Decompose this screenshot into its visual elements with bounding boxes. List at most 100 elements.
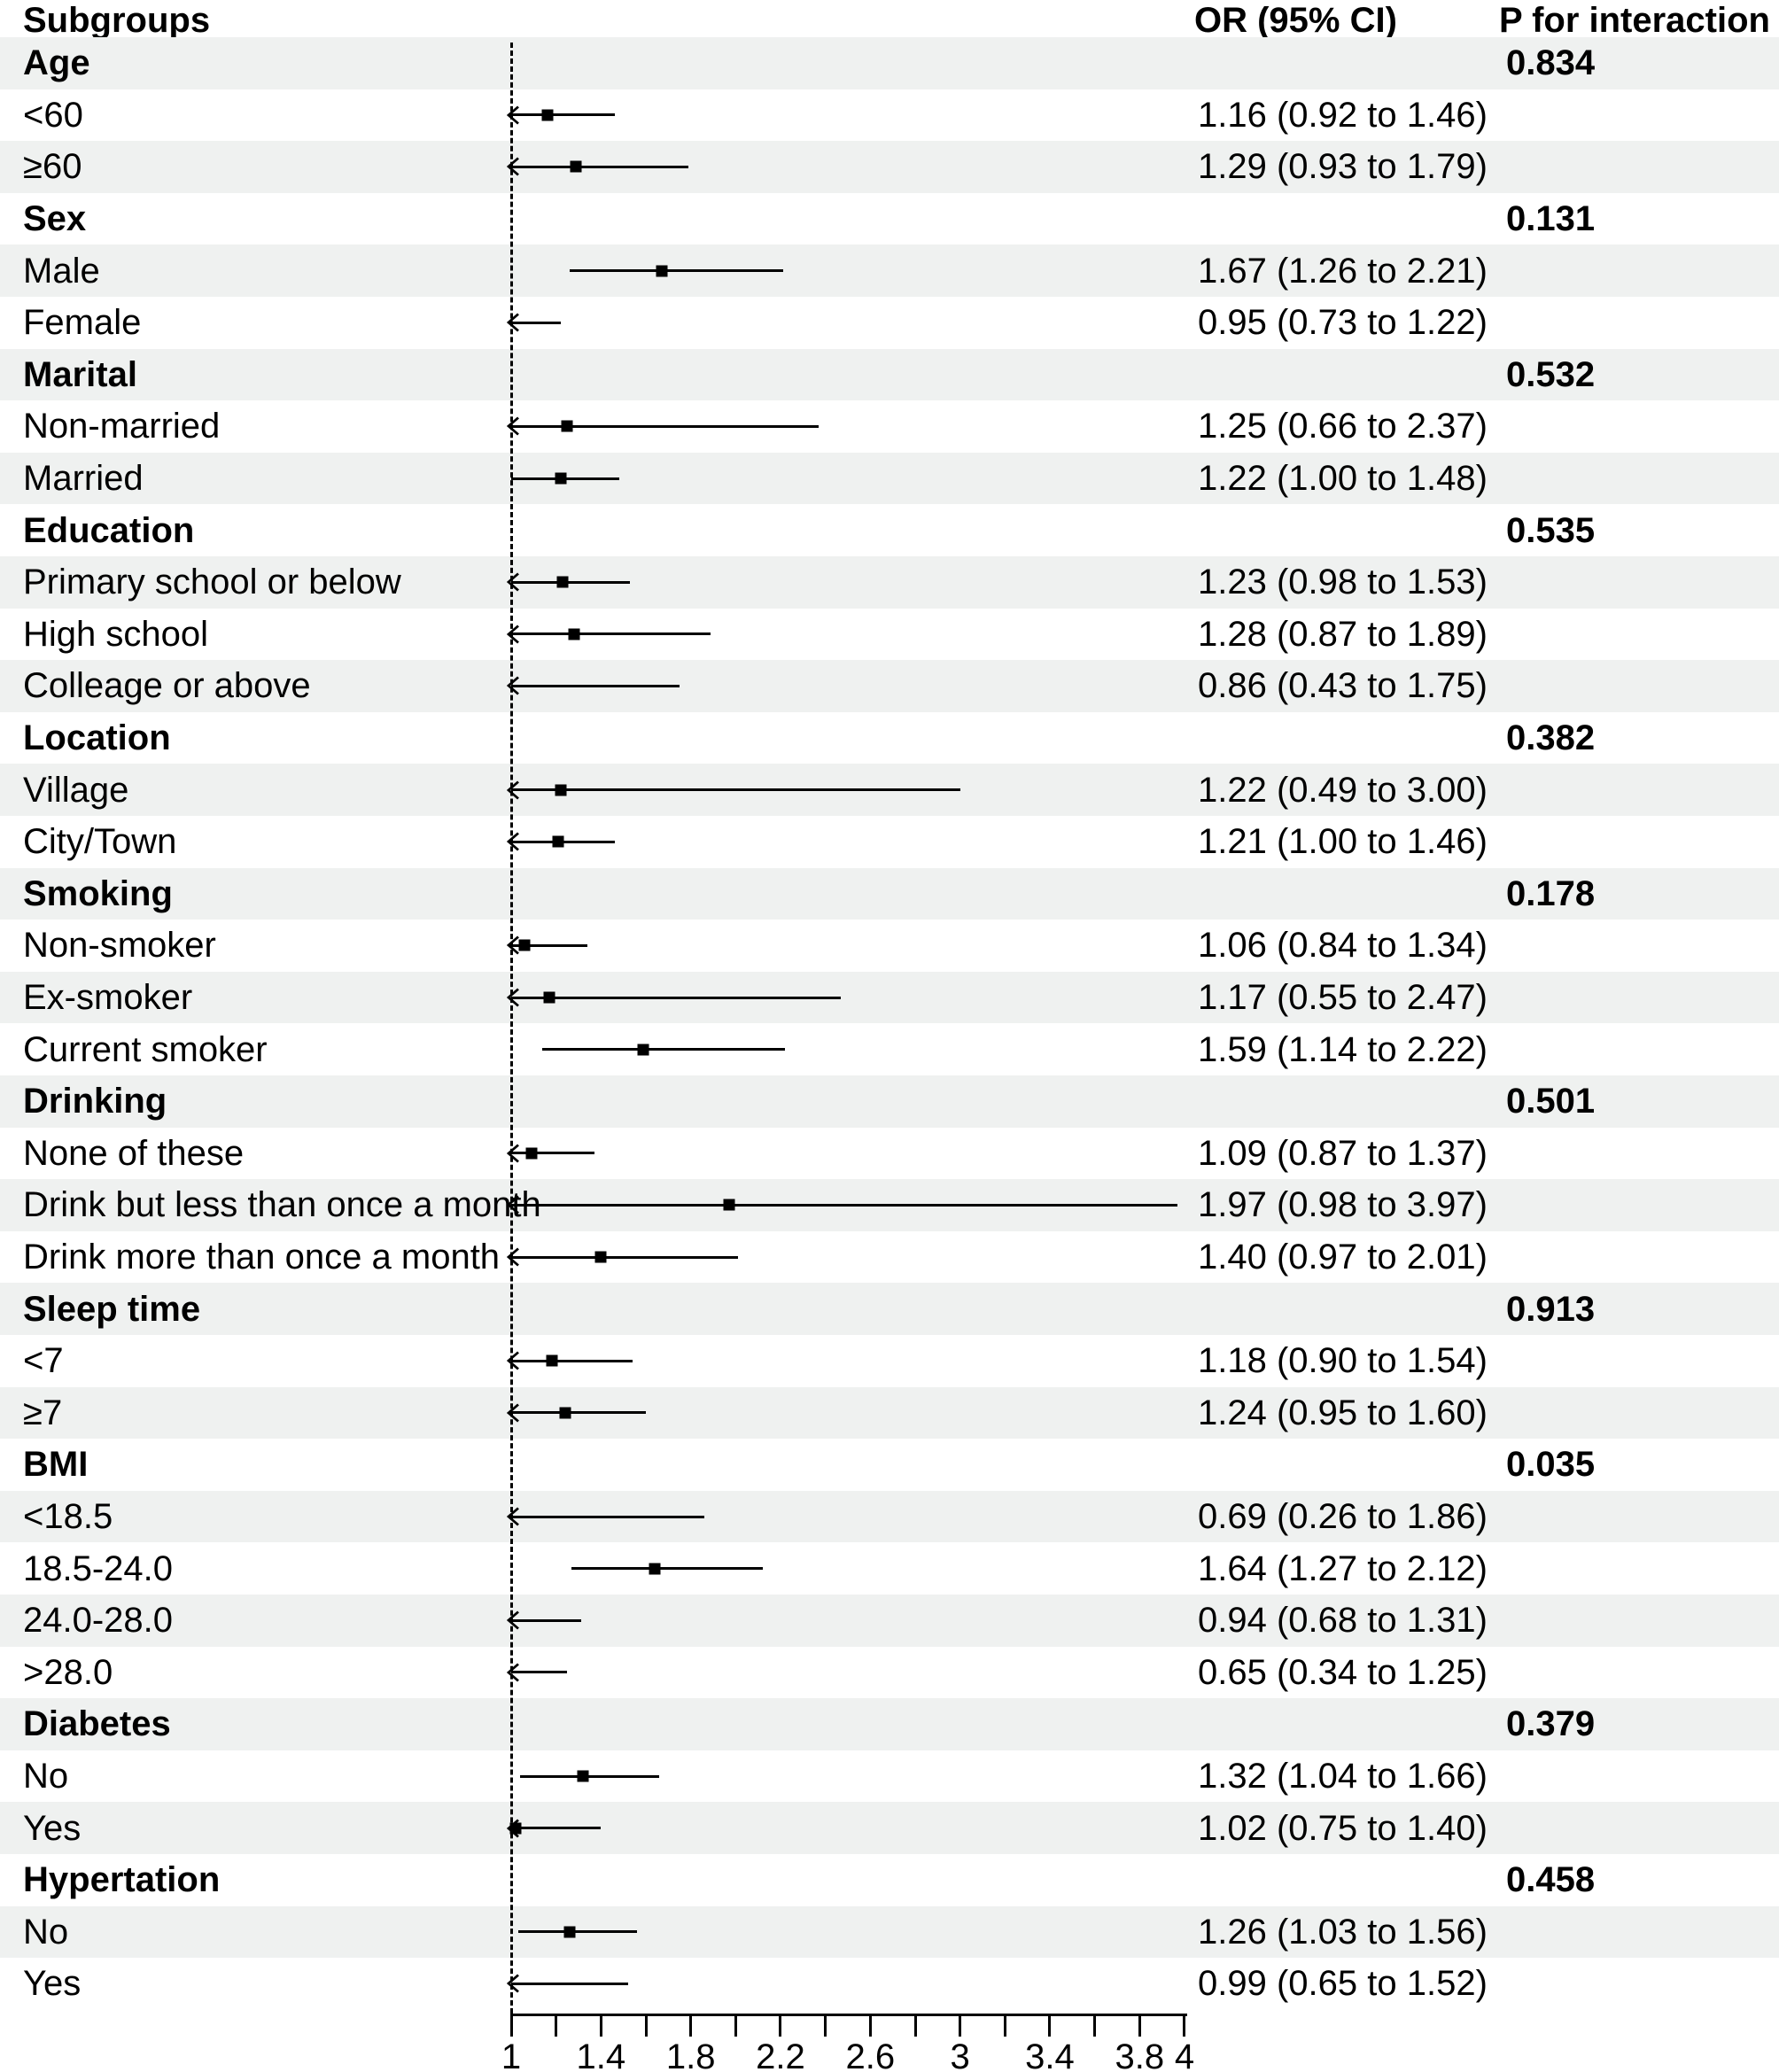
table-row: Age 0.834 bbox=[0, 37, 1779, 89]
table-row: Diabetes 0.379 bbox=[0, 1698, 1779, 1750]
or-marker bbox=[525, 1147, 538, 1160]
clip-arrow-icon bbox=[507, 1974, 519, 1994]
x-axis-tick-label: 1.8 bbox=[665, 2037, 716, 2072]
or-ci-value: 1.23 (0.98 to 1.53) bbox=[1198, 563, 1488, 602]
x-axis-tick bbox=[644, 2014, 648, 2037]
clip-arrow-icon bbox=[507, 676, 519, 696]
subgroup-label: Colleage or above bbox=[23, 666, 311, 706]
subgroup-label: Female bbox=[23, 303, 142, 343]
table-row: Drink but less than once a month 1.97 (0.… bbox=[0, 1179, 1779, 1231]
group-label: Hypertation bbox=[23, 1860, 221, 1900]
or-marker bbox=[577, 1770, 589, 1782]
x-axis-tick bbox=[913, 2014, 917, 2037]
table-row: 18.5-24.0 1.64 (1.27 to 2.12) bbox=[0, 1542, 1779, 1595]
group-label: Sex bbox=[23, 199, 87, 239]
or-marker bbox=[563, 1926, 576, 1938]
or-ci-value: 1.24 (0.95 to 1.60) bbox=[1198, 1393, 1488, 1432]
x-axis-tick-label: 2.2 bbox=[756, 2037, 805, 2072]
table-row: <60 1.16 (0.92 to 1.46) bbox=[0, 89, 1779, 142]
or-ci-value: 1.17 (0.55 to 2.47) bbox=[1198, 978, 1488, 1018]
or-ci-value: 0.69 (0.26 to 1.86) bbox=[1198, 1497, 1488, 1537]
or-marker bbox=[723, 1199, 735, 1211]
or-ci-value: 1.97 (0.98 to 3.97) bbox=[1198, 1185, 1488, 1225]
table-row: ≥60 1.29 (0.93 to 1.79) bbox=[0, 141, 1779, 193]
ci-line bbox=[520, 1774, 660, 1778]
x-axis-tick bbox=[1093, 2014, 1097, 2037]
table-row: >28.0 0.65 (0.34 to 1.25) bbox=[0, 1647, 1779, 1699]
x-axis-tick-label: 3.4 bbox=[1025, 2037, 1075, 2072]
or-marker bbox=[518, 939, 531, 951]
or-ci-value: 0.94 (0.68 to 1.31) bbox=[1198, 1601, 1488, 1641]
subgroup-label: <18.5 bbox=[23, 1497, 113, 1537]
table-row: Primary school or below 1.23 (0.98 to 1.5… bbox=[0, 556, 1779, 609]
subgroup-label: >28.0 bbox=[23, 1652, 113, 1692]
x-axis-tick-label: 3.8 bbox=[1115, 2037, 1165, 2072]
p-interaction-value: 0.035 bbox=[1506, 1445, 1596, 1485]
or-ci-value: 1.59 (1.14 to 2.22) bbox=[1198, 1029, 1488, 1069]
table-row: Non-smoker 1.06 (0.84 to 1.34) bbox=[0, 920, 1779, 972]
table-row: City/Town 1.21 (1.00 to 1.46) bbox=[0, 816, 1779, 868]
table-row: Yes 1.02 (0.75 to 1.40) bbox=[0, 1802, 1779, 1854]
or-ci-value: 1.21 (1.00 to 1.46) bbox=[1198, 822, 1488, 862]
ci-line bbox=[511, 1411, 646, 1415]
p-interaction-value: 0.382 bbox=[1506, 718, 1596, 758]
group-label: Drinking bbox=[23, 1082, 167, 1121]
ci-line bbox=[511, 1203, 1178, 1207]
group-label: Education bbox=[23, 510, 195, 550]
clip-arrow-icon bbox=[507, 625, 519, 644]
clip-arrow-icon bbox=[507, 1247, 519, 1267]
p-interaction-value: 0.535 bbox=[1506, 510, 1596, 550]
p-interaction-value: 0.178 bbox=[1506, 873, 1596, 913]
clip-arrow-icon bbox=[507, 1507, 519, 1526]
x-axis-tick bbox=[868, 2014, 872, 2037]
x-axis-tick bbox=[1003, 2014, 1006, 2037]
ci-line bbox=[511, 1827, 602, 1830]
subgroup-label: Non-married bbox=[23, 407, 221, 446]
or-marker bbox=[570, 160, 582, 173]
or-ci-value: 1.22 (1.00 to 1.48) bbox=[1198, 459, 1488, 499]
subgroup-label: No bbox=[23, 1757, 69, 1797]
or-marker bbox=[552, 835, 564, 848]
column-header-p-interaction: P for interaction bbox=[1499, 1, 1770, 40]
or-ci-value: 1.16 (0.92 to 1.46) bbox=[1198, 95, 1488, 135]
table-row: Drink more than once a month 1.40 (0.97 t… bbox=[0, 1231, 1779, 1284]
table-row: Yes 0.99 (0.65 to 1.52) bbox=[0, 1958, 1779, 2010]
column-header-or-ci: OR (95% CI) bbox=[1194, 1, 1397, 40]
x-axis-tick bbox=[1183, 2014, 1186, 2037]
table-row: Sex 0.131 bbox=[0, 193, 1779, 245]
or-ci-value: 1.32 (1.04 to 1.66) bbox=[1198, 1757, 1488, 1797]
or-ci-value: 1.25 (0.66 to 2.37) bbox=[1198, 407, 1488, 446]
or-ci-value: 1.64 (1.27 to 2.12) bbox=[1198, 1548, 1488, 1588]
table-row: Married 1.22 (1.00 to 1.48) bbox=[0, 452, 1779, 505]
group-label: BMI bbox=[23, 1445, 89, 1485]
or-marker bbox=[543, 991, 555, 1004]
clip-arrow-icon bbox=[507, 313, 519, 332]
group-label: Smoking bbox=[23, 873, 173, 913]
table-row: Education 0.535 bbox=[0, 504, 1779, 556]
ci-line bbox=[511, 1152, 594, 1155]
clip-arrow-icon bbox=[507, 572, 519, 592]
subgroup-label: <60 bbox=[23, 95, 83, 135]
or-ci-value: 1.18 (0.90 to 1.54) bbox=[1198, 1341, 1488, 1381]
or-marker bbox=[656, 265, 668, 277]
p-interaction-value: 0.458 bbox=[1506, 1860, 1596, 1900]
table-row: Hypertation 0.458 bbox=[0, 1854, 1779, 1906]
subgroup-label: None of these bbox=[23, 1133, 245, 1173]
x-axis-tick-label: 3 bbox=[950, 2037, 970, 2072]
p-interaction-value: 0.131 bbox=[1506, 199, 1596, 239]
clip-arrow-icon bbox=[507, 988, 519, 1007]
subgroup-label: High school bbox=[23, 614, 209, 654]
subgroup-label: Yes bbox=[23, 1964, 82, 2004]
subgroup-label: <7 bbox=[23, 1341, 64, 1381]
or-marker bbox=[594, 1251, 607, 1263]
x-axis-tick bbox=[779, 2014, 782, 2037]
table-row: 24.0-28.0 0.94 (0.68 to 1.31) bbox=[0, 1595, 1779, 1647]
ci-line bbox=[569, 269, 783, 273]
subgroup-label: Ex-smoker bbox=[23, 978, 193, 1018]
or-marker bbox=[556, 576, 569, 588]
subgroup-label: City/Town bbox=[23, 822, 177, 862]
subgroup-label: Male bbox=[23, 251, 100, 291]
or-ci-value: 1.40 (0.97 to 2.01) bbox=[1198, 1238, 1488, 1277]
clip-arrow-icon bbox=[507, 1610, 519, 1630]
table-row: Smoking 0.178 bbox=[0, 867, 1779, 920]
